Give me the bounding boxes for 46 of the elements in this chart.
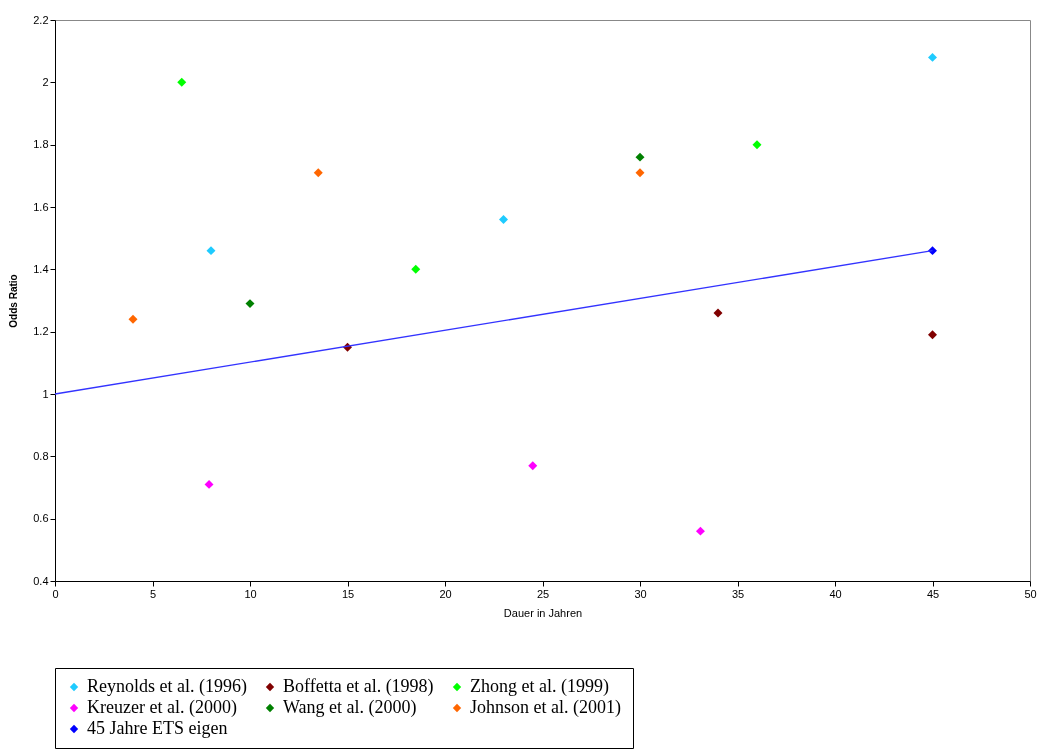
x-tick-label: 35: [731, 587, 745, 600]
y-tick-label: 2: [42, 75, 49, 88]
point: [752, 140, 762, 150]
y-tick-label: 1.6: [33, 200, 49, 213]
x-tick-label: 0: [52, 587, 59, 600]
legend-label: Boffetta et al. (1998): [283, 676, 434, 697]
point: [528, 461, 538, 471]
point: [499, 214, 508, 224]
x-tick-label: 50: [1024, 587, 1037, 600]
point: [928, 52, 937, 62]
x-axis-title: Dauer in Jahren: [503, 606, 583, 619]
x-tick-label: 5: [149, 587, 157, 600]
x-tick-label: 45: [926, 587, 940, 600]
y-tick-label: 1.4: [33, 262, 49, 275]
y-tick-label: 1: [42, 387, 49, 400]
legend-label: 45 Jahre ETS eigen: [87, 718, 228, 738]
x-tick-label: 15: [341, 587, 355, 600]
x-tick-label: 30: [634, 587, 647, 600]
point: [928, 330, 937, 340]
y-tick-label: 0.6: [33, 512, 49, 525]
y-tick-label: 0.4: [33, 574, 49, 587]
y-tick-label: 1.8: [33, 138, 49, 151]
y-axis-title: Odds Ratio: [8, 274, 20, 328]
legend-label: Wang et al. (2000): [283, 697, 417, 718]
point: [411, 264, 421, 274]
legend-label: Zhong et al. (1999): [470, 676, 609, 697]
legend-label: Kreuzer et al. (2000): [87, 697, 237, 718]
y-tick-label: 0.8: [33, 449, 49, 462]
y-tick-label: 1.2: [33, 325, 49, 338]
legend-label: Reynolds et al. (1996): [87, 676, 247, 697]
legend-label: Johnson et al. (2001): [470, 697, 621, 718]
point: [204, 479, 214, 489]
point: [245, 299, 255, 309]
point: [695, 526, 705, 536]
x-tick-label: 40: [829, 587, 842, 600]
point: [128, 314, 138, 324]
point: [313, 168, 323, 178]
point: [713, 308, 723, 318]
point: [177, 77, 187, 87]
x-tick-label: 10: [244, 587, 257, 600]
y-tick-label: 2.2: [33, 13, 49, 26]
x-tick-label: 25: [536, 587, 550, 600]
point: [635, 152, 645, 162]
point: [635, 168, 645, 178]
x-tick-label: 20: [439, 587, 452, 600]
point: [206, 246, 216, 256]
